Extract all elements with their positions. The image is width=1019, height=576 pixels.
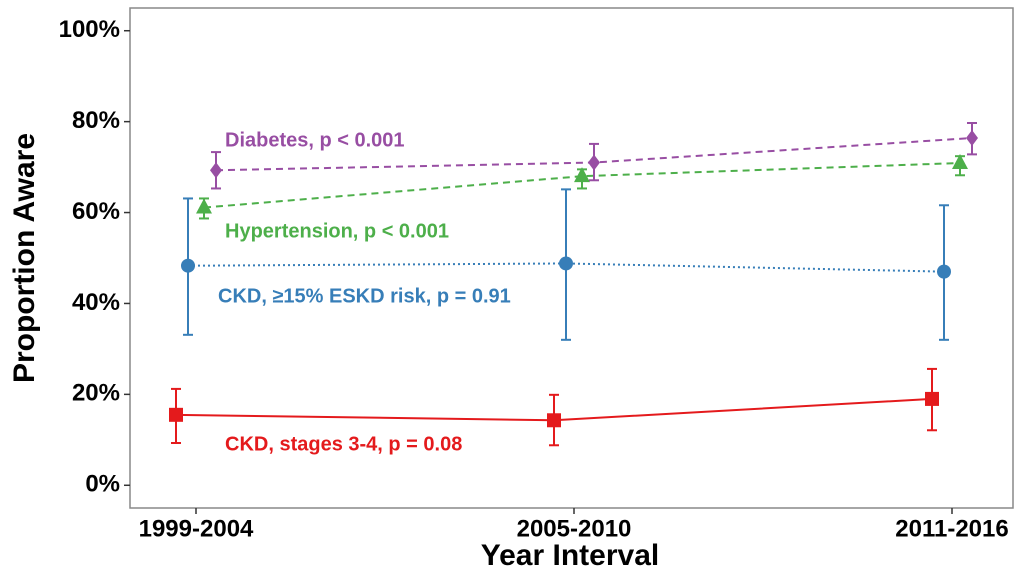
marker (952, 154, 968, 169)
x-tick-label: 2005-2010 (517, 515, 632, 542)
marker (547, 413, 561, 428)
series-label: CKD, stages 3-4, p = 0.08 (225, 433, 462, 455)
marker (196, 198, 212, 214)
series-line (203, 162, 961, 209)
y-tick-label: 40% (72, 289, 120, 316)
marker (181, 258, 195, 273)
y-tick-label: 20% (72, 380, 120, 407)
x-axis-title: Year Interval (481, 539, 659, 572)
y-tick-label: 80% (72, 107, 120, 134)
marker (169, 407, 183, 422)
x-tick-label: 2011-2016 (895, 515, 1008, 542)
y-tick-label: 60% (72, 198, 120, 225)
marker (966, 130, 978, 146)
marker (574, 167, 590, 183)
y-tick-label: 100% (59, 16, 120, 43)
series-label: Diabetes, p < 0.001 (225, 129, 405, 151)
y-tick-label: 0% (85, 471, 120, 498)
plot-frame (129, 7, 1014, 509)
marker (925, 391, 939, 406)
marker (210, 162, 222, 179)
series-label: Hypertension, p < 0.001 (225, 220, 449, 242)
y-axis-title: Proportion Aware (8, 133, 41, 383)
marker (559, 256, 573, 271)
marker (937, 264, 951, 279)
marker (588, 154, 600, 171)
series-line (187, 262, 945, 273)
series-label: CKD, ≥15% ESKD risk, p = 0.91 (218, 285, 511, 307)
x-tick-label: 1999-2004 (139, 515, 254, 542)
